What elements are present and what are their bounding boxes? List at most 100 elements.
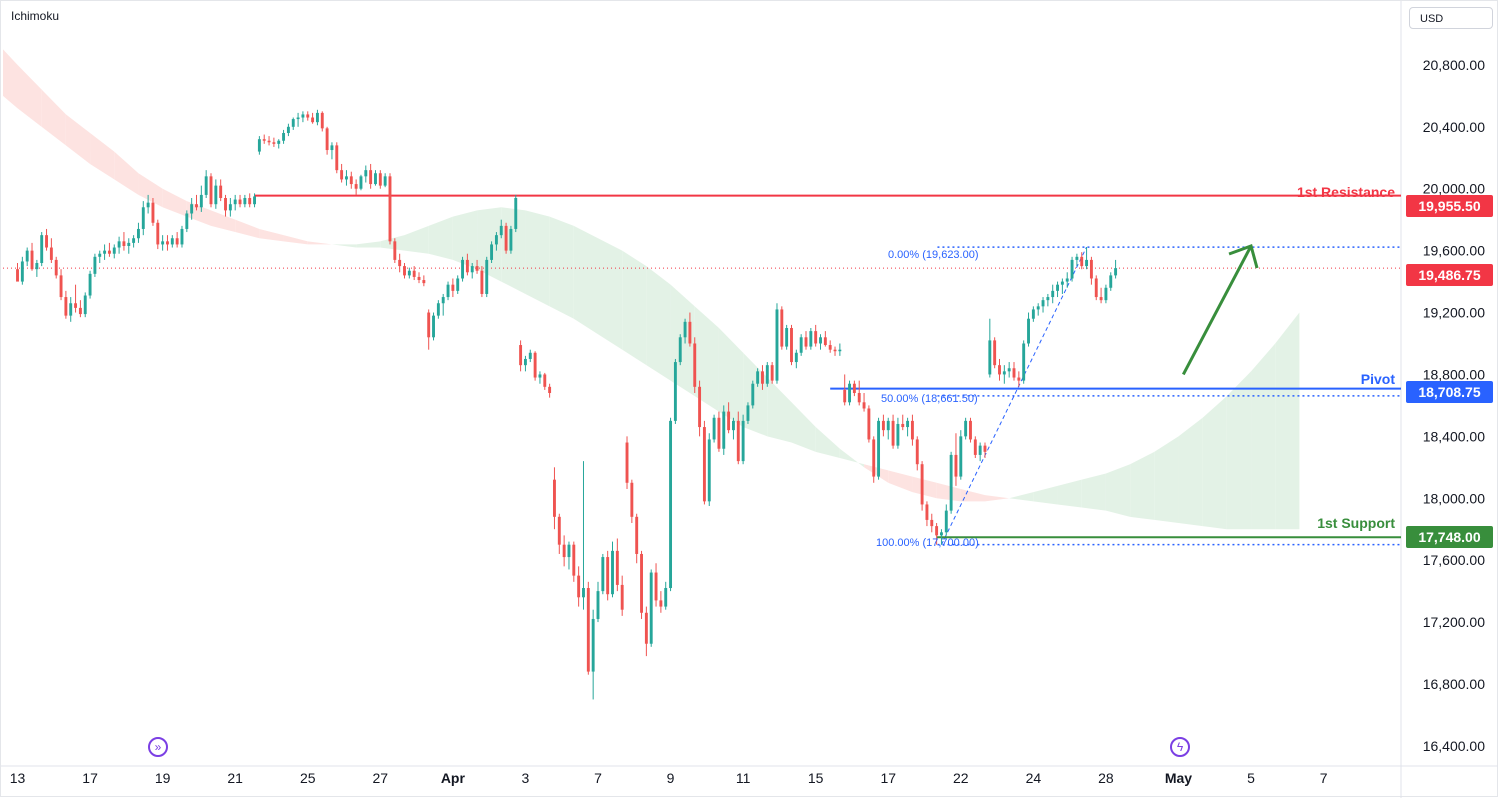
candle-body [54,259,58,276]
candle-body [620,584,624,610]
ichimoku-cloud-segment [235,219,260,239]
ichimoku-cloud-segment [888,470,913,493]
candle-body [567,544,571,558]
candle-body [490,244,494,260]
y-tick-label: 20,400.00 [1423,119,1485,135]
ichimoku-cloud-segment [17,64,42,127]
y-tick-label: 16,800.00 [1423,676,1485,692]
candle-body [349,176,353,185]
fib-trend-line [941,246,1088,545]
candle-body [891,420,895,446]
candle-body [175,238,179,245]
candle-body [673,362,677,421]
candle-body [707,439,711,502]
ichimoku-cloud-segment [331,244,357,248]
candle-body [790,328,793,363]
candle-body [814,331,818,344]
candle-body [998,365,1001,375]
ichimoku-cloud-segment [1275,312,1300,530]
candle-body [794,352,798,363]
ichimoku-cloud-segment [549,216,574,319]
ichimoku-cloud-segment [1251,343,1276,530]
x-tick-label: 15 [808,770,824,786]
candle-body [456,278,460,291]
candle-body [601,557,605,592]
x-tick-label: 19 [155,770,171,786]
ichimoku-cloud-segment [622,250,647,366]
candle-body [1075,256,1079,260]
candle-body [1046,297,1050,301]
candle-body [470,266,474,273]
candle-body [45,235,48,248]
lightning-icon[interactable]: ϟ [1170,737,1190,757]
candle-body [83,295,87,315]
candle-body [122,241,126,246]
candle-body [432,315,435,338]
indicator-legend[interactable]: Ichimoku [11,9,60,23]
candle-body [320,112,324,129]
candle-body [519,345,523,366]
candle-body [881,420,885,431]
candle-body [480,270,484,294]
ichimoku-cloud-segment [1057,479,1082,508]
candle-body [1104,287,1108,301]
candle-body [441,297,445,304]
candle-body [233,199,237,205]
candle-body [103,250,107,254]
candle-body [867,408,871,440]
candle-body [1041,300,1045,307]
candle-body [117,241,121,248]
ichimoku-cloud-segment [767,377,792,443]
candle-body [746,405,750,421]
candle-body [1007,368,1011,372]
ichimoku-cloud-segment [912,476,937,499]
candle-body [973,439,977,455]
candle-body [107,250,111,254]
candle-body [199,194,203,208]
currency-selector[interactable]: USD [1409,7,1493,29]
ichimoku-cloud-segment [1130,451,1155,520]
candle-body [306,114,310,118]
candle-body [770,365,774,381]
candle-body [88,273,92,296]
pivot-label: Pivot [1360,371,1395,387]
ichimoku-cloud-segment [646,266,671,381]
candle-body [915,439,919,465]
candle-body [969,420,972,440]
candle-body [649,572,653,644]
y-tick-label: 17,200.00 [1423,614,1485,630]
support-label: 1st Support [1317,515,1395,531]
candle-body [25,250,29,262]
fib-label-0: 0.00% (19,623.00) [888,249,979,261]
candle-body [359,176,363,189]
ichimoku-cloud-segment [791,402,816,452]
candle-body [282,133,286,141]
candle-body [693,343,697,387]
candle-body [630,482,634,517]
candle-body [615,550,619,585]
candle-body [156,222,160,245]
x-tick-label: Apr [441,770,466,786]
projection-arrow-line [1181,245,1253,376]
ichimoku-cloud-segment [283,235,308,245]
candle-body [151,202,155,223]
resistance-price-tag: 19,955.50 [1406,195,1493,217]
fast-forward-icon[interactable]: » [148,737,168,757]
candle-body [311,117,315,123]
candle-body [412,270,416,277]
candle-body [262,139,266,141]
candle-body [1089,259,1093,279]
candle-body [461,259,465,279]
candle-body [132,238,136,243]
candle-body [959,436,963,477]
candle-body [49,247,53,260]
candle-body [451,284,455,291]
candle-body [664,588,668,607]
candle-body [872,439,876,477]
candle-body [374,173,377,185]
candle-body [688,321,692,344]
candle-body [939,532,943,536]
candle-body [949,454,953,511]
candle-body [112,247,116,254]
